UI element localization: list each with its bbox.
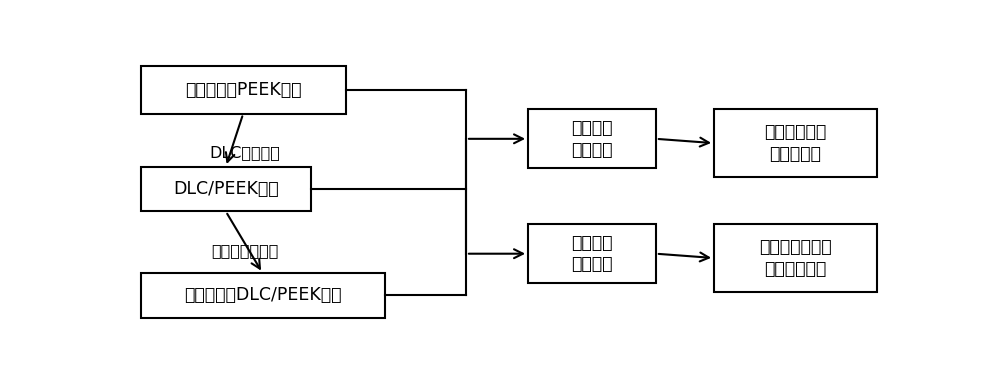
FancyBboxPatch shape (714, 224, 877, 292)
Text: 表面氨基化DLC/PEEK试样: 表面氨基化DLC/PEEK试样 (184, 286, 341, 304)
FancyBboxPatch shape (528, 109, 656, 168)
Text: DLC/PEEK试样: DLC/PEEK试样 (173, 180, 279, 198)
Text: 表面结构、化学: 表面结构、化学 (759, 238, 832, 256)
Text: 细胞培养: 细胞培养 (571, 256, 613, 273)
Text: 试样表面: 试样表面 (571, 234, 613, 252)
FancyBboxPatch shape (714, 109, 877, 177)
Text: 细胞增殖、成: 细胞增殖、成 (764, 123, 826, 141)
FancyBboxPatch shape (140, 167, 311, 211)
FancyBboxPatch shape (528, 224, 656, 283)
Text: 组分、亲水性: 组分、亲水性 (764, 260, 826, 278)
Text: 试样表面: 试样表面 (571, 119, 613, 137)
Text: 表面氨基化处理: 表面氨基化处理 (211, 242, 279, 258)
Text: DLC注入沉积: DLC注入沉积 (210, 145, 281, 160)
Text: 骨分化检测: 骨分化检测 (769, 145, 821, 163)
FancyBboxPatch shape (140, 66, 346, 114)
Text: 预处理后的PEEK试样: 预处理后的PEEK试样 (185, 81, 301, 99)
Text: 理化性能: 理化性能 (571, 141, 613, 159)
FancyBboxPatch shape (140, 273, 385, 318)
